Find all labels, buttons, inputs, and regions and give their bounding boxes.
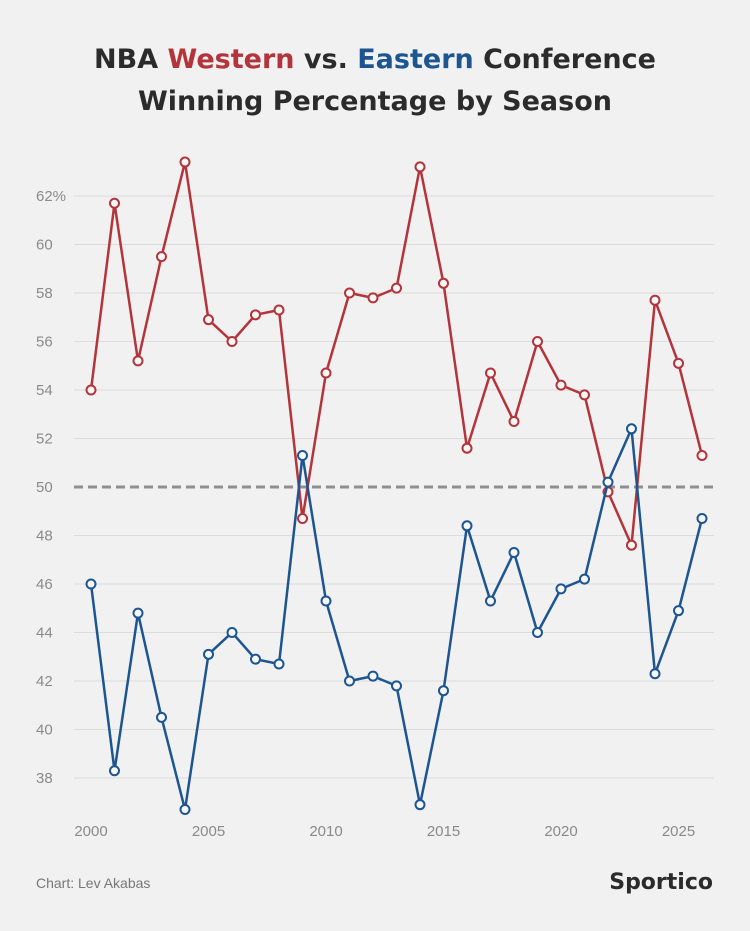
data-point-eastern-2003 [156, 711, 167, 723]
data-point-eastern-2021 [579, 573, 590, 585]
y-tick-label: 38 [36, 770, 53, 787]
data-point-eastern-2005 [203, 648, 214, 660]
data-point-western-2005 [203, 314, 214, 326]
data-point-western-2021 [579, 389, 590, 401]
sportico-logo: Sportico [609, 870, 713, 895]
x-tick-label: 2010 [309, 823, 342, 840]
data-point-eastern-2024 [649, 668, 661, 680]
data-point-western-2007 [250, 309, 261, 321]
y-tick-label: 62% [36, 188, 66, 205]
data-point-western-2023 [626, 539, 637, 551]
data-point-western-2006 [226, 336, 238, 347]
data-point-western-2013 [391, 282, 402, 294]
chart-title-line1: NBA Western vs. Eastern Conference [94, 44, 656, 75]
data-point-eastern-2008 [273, 658, 285, 670]
y-tick-label: 58 [36, 285, 53, 302]
data-point-western-2019 [532, 336, 543, 347]
y-tick-label: 40 [36, 722, 53, 739]
data-point-western-2003 [156, 251, 167, 263]
y-tick-label: 42 [36, 673, 53, 690]
data-point-eastern-2001 [109, 765, 120, 777]
data-point-western-2024 [649, 294, 661, 306]
data-point-western-2015 [438, 277, 449, 289]
data-point-eastern-2011 [344, 675, 355, 687]
y-tick-label: 54 [36, 382, 53, 399]
series-eastern [85, 423, 708, 816]
chart-credit: Chart: Lev Akabas [36, 875, 150, 891]
y-tick-label: 48 [36, 528, 53, 545]
data-point-eastern-2013 [391, 680, 402, 692]
x-tick-label: 2000 [74, 823, 107, 840]
data-point-eastern-2019 [532, 627, 543, 638]
data-point-western-2017 [485, 367, 496, 379]
chart-title-line2: Winning Percentage by Season [138, 86, 612, 117]
data-point-eastern-2002 [132, 607, 144, 619]
data-point-eastern-2016 [461, 520, 473, 532]
data-point-eastern-2009 [297, 449, 308, 461]
data-point-western-2011 [344, 287, 355, 299]
data-point-eastern-2025 [673, 605, 684, 617]
data-point-western-2000 [85, 384, 97, 396]
data-point-eastern-2022 [602, 476, 614, 488]
data-point-western-2008 [273, 304, 285, 316]
data-point-western-2009 [297, 513, 308, 525]
x-tick-label: 2005 [192, 823, 225, 840]
data-point-western-2020 [555, 379, 567, 391]
y-tick-label: 50 [36, 479, 53, 496]
data-point-western-2004 [179, 156, 191, 168]
data-point-eastern-2017 [485, 595, 496, 607]
data-point-eastern-2026 [696, 513, 708, 525]
data-point-western-2010 [320, 367, 332, 379]
data-point-eastern-2012 [367, 670, 379, 682]
data-point-western-2018 [508, 416, 520, 428]
data-point-eastern-2010 [320, 595, 332, 607]
data-point-eastern-2014 [414, 799, 426, 811]
data-point-eastern-2020 [555, 583, 567, 595]
y-tick-label: 46 [36, 576, 53, 593]
data-point-western-2016 [461, 442, 473, 454]
x-tick-label: 2025 [662, 823, 695, 840]
data-point-eastern-2006 [226, 627, 238, 638]
data-point-eastern-2015 [438, 685, 449, 697]
y-tick-label: 56 [36, 334, 53, 351]
y-tick-label: 52 [36, 431, 53, 448]
y-tick-label: 60 [36, 237, 53, 254]
data-point-eastern-2018 [508, 546, 520, 558]
data-point-eastern-2004 [179, 804, 191, 816]
x-tick-label: 2015 [427, 823, 460, 840]
data-point-eastern-2023 [626, 423, 637, 435]
data-point-western-2012 [367, 292, 379, 304]
y-tick-label: 44 [36, 625, 53, 642]
data-point-western-2002 [132, 355, 144, 367]
data-point-eastern-2000 [85, 578, 97, 590]
x-tick-label: 2020 [544, 823, 577, 840]
data-point-western-2001 [109, 197, 120, 209]
data-point-eastern-2007 [250, 653, 261, 665]
data-point-western-2026 [696, 449, 708, 461]
series-western [85, 156, 708, 551]
data-point-western-2025 [673, 357, 684, 369]
data-point-western-2014 [414, 161, 426, 173]
